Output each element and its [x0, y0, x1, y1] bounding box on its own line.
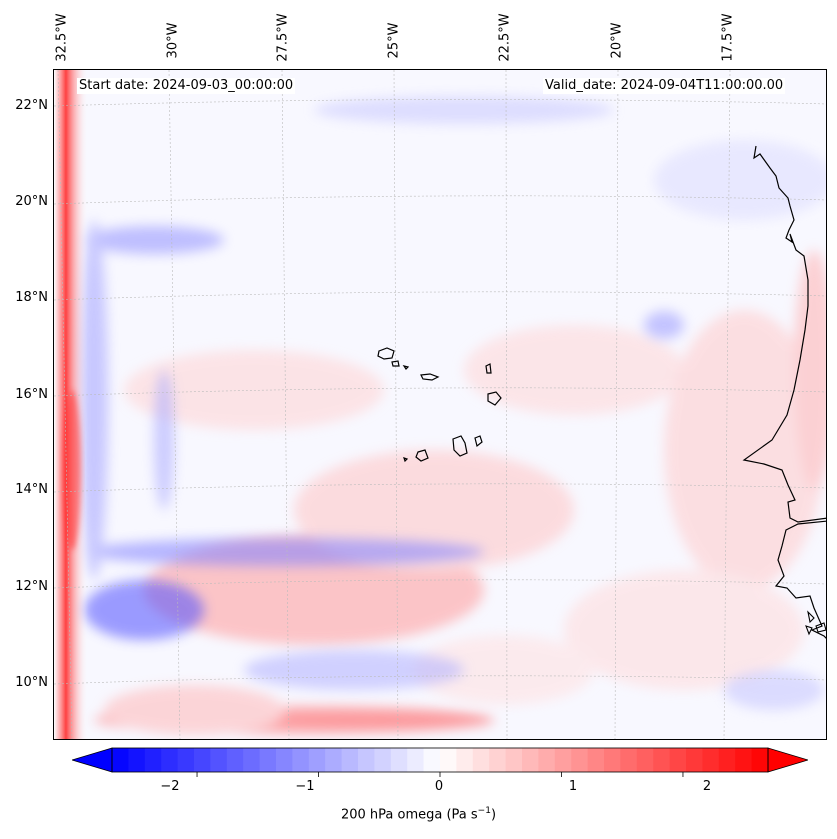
- positive-omega-areas: [94, 250, 826, 735]
- colorbar-ticks: [196, 772, 684, 777]
- colorbar-cell: [161, 748, 179, 772]
- colorbar-cell: [243, 748, 261, 772]
- colorbar-tick-label: 1: [568, 779, 578, 794]
- colorbar-cell: [735, 748, 753, 772]
- coastline-west-africa: [742, 145, 826, 639]
- cape-verde-islands: [377, 347, 502, 463]
- lat-label-12n: 12°N: [15, 579, 48, 594]
- colorbar-cell: [374, 748, 392, 772]
- colorbar-cell: [604, 748, 621, 772]
- colorbar-cell: [571, 748, 589, 772]
- colorbar-cell: [669, 748, 687, 772]
- colorbar-cell: [358, 748, 375, 772]
- colorbar-cell: [423, 748, 441, 772]
- colorbar-cell: [686, 748, 703, 772]
- colorbar-cell: [276, 748, 293, 772]
- map-panel[interactable]: [53, 69, 827, 740]
- lat-label-14n: 14°N: [15, 482, 48, 497]
- colorbar-cell: [505, 748, 523, 772]
- colorbar-cell: [407, 748, 425, 772]
- colorbar-min-extend: [72, 747, 113, 773]
- colorbar-cell: [653, 748, 671, 772]
- valid-date-label: Valid_date: 2024-09-04T11:00:00.00: [543, 78, 786, 94]
- colorbar-cell: [325, 748, 343, 772]
- colorbar-cell: [194, 748, 211, 772]
- colorbar-cell: [210, 748, 228, 772]
- colorbar-cell: [554, 748, 572, 772]
- colorbar-cell: [308, 748, 326, 772]
- colorbar-cell: [538, 748, 556, 772]
- colorbar-cell: [587, 748, 605, 772]
- colorbar-cell: [472, 748, 490, 772]
- lat-label-22n: 22°N: [15, 98, 48, 113]
- colorbar-cell: [620, 748, 638, 772]
- colorbar-cell: [456, 748, 474, 772]
- colorbar-cell: [144, 748, 162, 772]
- colorbar-cell: [636, 748, 654, 772]
- colorbar: [72, 747, 808, 777]
- colorbar-cell: [489, 748, 507, 772]
- colorbar-cell: [112, 748, 129, 772]
- lon-label-30w: 30°W: [165, 22, 181, 59]
- colorbar-cells: [112, 748, 769, 772]
- colorbar-cell: [702, 748, 720, 772]
- colorbar-cell: [718, 748, 736, 772]
- colorbar-tick-label: −2: [160, 779, 180, 794]
- negative-omega-areas: [80, 96, 826, 710]
- colorbar-tick-label: −1: [295, 779, 315, 794]
- coastline-bijagos: [805, 610, 826, 636]
- colorbar-cell: [341, 748, 359, 772]
- colorbar-tick-label: 0: [434, 779, 444, 794]
- colorbar-max-extend: [767, 747, 808, 773]
- start-date-label: Start date: 2024-09-03_00:00:00: [77, 78, 296, 94]
- colorbar-cell: [177, 748, 195, 772]
- colorbar-cell: [128, 748, 146, 772]
- colorbar-cell: [390, 748, 408, 772]
- lon-label-32-5w: 32.5°W: [54, 13, 70, 62]
- lon-label-17-5w: 17.5°W: [720, 13, 736, 62]
- lat-label-20n: 20°N: [15, 194, 48, 209]
- lon-label-25w: 25°W: [386, 22, 402, 59]
- colorbar-cell: [259, 748, 277, 772]
- lat-label-10n: 10°N: [15, 675, 48, 690]
- colorbar-cell: [292, 748, 310, 772]
- colorbar-tick-label: 2: [702, 779, 712, 794]
- colorbar-cell: [226, 748, 244, 772]
- omega-field-map: [54, 70, 826, 739]
- lon-label-20w: 20°W: [609, 22, 625, 59]
- lon-label-22-5w: 22.5°W: [497, 13, 513, 62]
- colorbar-cell: [522, 748, 539, 772]
- lat-label-16n: 16°N: [15, 387, 48, 402]
- colorbar-label: 200 hPa omega (Pa s−1): [340, 806, 497, 823]
- colorbar-cell: [751, 748, 769, 772]
- lon-label-27-5w: 27.5°W: [275, 13, 291, 62]
- lat-label-18n: 18°N: [15, 290, 48, 305]
- colorbar-cell: [440, 748, 457, 772]
